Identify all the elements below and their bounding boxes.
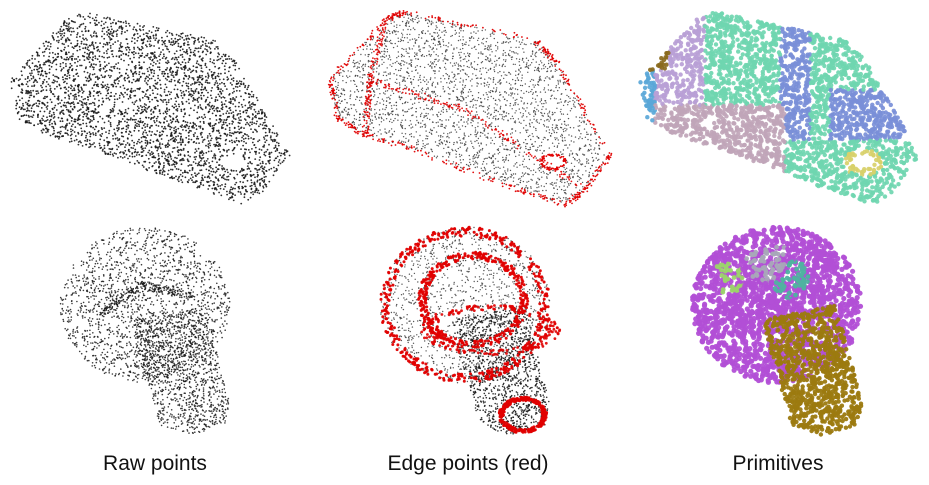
panel-raw-cap [59, 227, 231, 435]
caption-edge-points: Edge points (red) [387, 452, 549, 475]
panel-edge-cap [379, 225, 562, 435]
caption-raw-points: Raw points [103, 452, 207, 475]
panel-primitives-block [638, 11, 919, 204]
caption-primitives: Primitives [732, 452, 824, 475]
panel-primitives-cap [690, 224, 864, 437]
panel-edge-block [327, 10, 613, 208]
panel-raw-block [10, 12, 291, 205]
